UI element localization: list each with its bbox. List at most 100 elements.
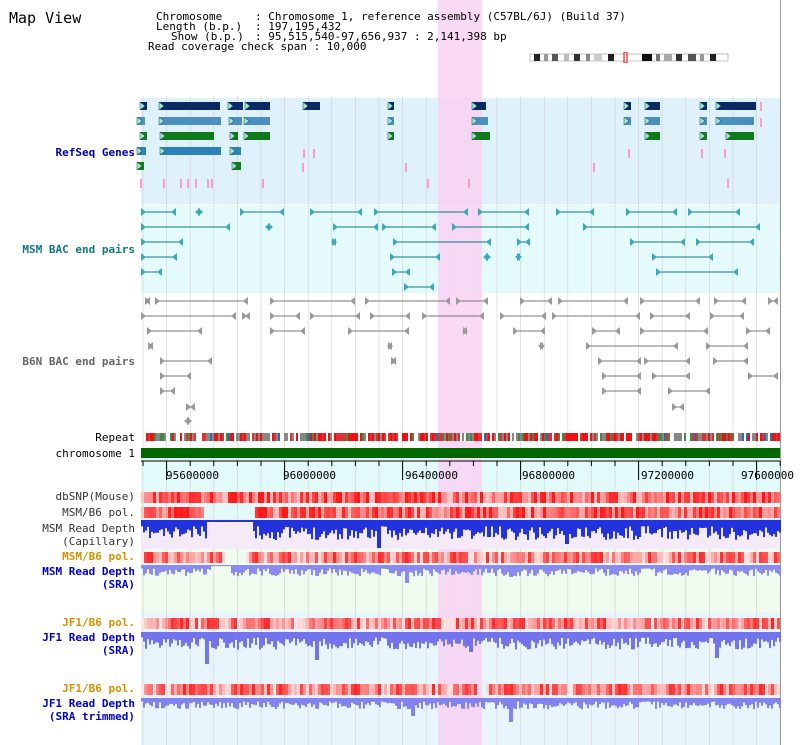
read-depth-bar — [669, 632, 671, 641]
read-depth-bar — [323, 698, 325, 706]
read-depth-bar — [221, 698, 223, 709]
read-depth-bar — [501, 632, 503, 644]
read-depth-bar — [599, 632, 601, 641]
chromosome-ideogram[interactable] — [528, 52, 730, 63]
polymorphism-cell — [612, 492, 615, 503]
read-depth-bar — [311, 698, 313, 707]
bac-end-marker — [431, 223, 436, 231]
read-depth-bar — [315, 565, 317, 576]
polymorphism-cell — [144, 507, 147, 518]
polymorphism-cell — [333, 507, 336, 518]
polymorphism-cell — [645, 552, 648, 563]
read-depth-bar — [743, 565, 745, 573]
polymorphism-cell — [777, 552, 780, 563]
gene-strand-arrow — [699, 101, 706, 111]
polymorphism-cell — [693, 492, 696, 503]
show-key: Show (b.p.) — [171, 30, 244, 43]
bac-end-marker — [445, 297, 450, 305]
repeat-element — [426, 433, 428, 441]
read-depth-bar — [291, 565, 293, 571]
repeat-element — [674, 433, 676, 441]
polymorphism-cell — [309, 492, 312, 503]
polymorphism-cell — [270, 684, 273, 695]
bac-end-marker — [483, 297, 488, 305]
polymorphism-cell — [630, 684, 633, 695]
polymorphism-cell — [765, 618, 768, 629]
read-depth-bar — [333, 698, 335, 703]
read-depth-bar — [601, 520, 603, 534]
read-depth-bar — [407, 632, 409, 644]
read-depth-bar — [631, 698, 633, 704]
polymorphism-cell — [390, 492, 393, 503]
read-depth-bar — [157, 565, 159, 576]
repeat-element — [440, 433, 442, 441]
read-depth-bar — [765, 520, 767, 528]
repeat-element — [390, 433, 392, 441]
repeat-element — [694, 433, 696, 441]
polymorphism-cell — [744, 507, 747, 518]
polymorphism-cell — [186, 618, 189, 629]
read-depth-bar — [421, 565, 423, 577]
polymorphism-cell — [237, 684, 240, 695]
read-depth-bar — [347, 698, 349, 709]
polymorphism-cell — [663, 492, 666, 503]
polymorphism-cell — [237, 492, 240, 503]
gene-marker — [163, 179, 165, 188]
read-depth-bar — [671, 632, 673, 647]
gene-marker — [207, 179, 209, 188]
bac-end-marker — [405, 268, 410, 276]
bac-end-marker — [270, 327, 275, 335]
bac-end-marker — [350, 297, 355, 305]
bac-end-marker — [231, 312, 236, 320]
read-depth-bar — [485, 520, 487, 527]
read-depth-bar — [679, 565, 681, 573]
polymorphism-cell — [336, 684, 339, 695]
read-depth-bar — [687, 520, 689, 540]
polymorphism-cell — [627, 684, 630, 695]
bac-end-marker — [141, 312, 146, 320]
polymorphism-cell — [306, 492, 309, 503]
read-depth-bar — [625, 565, 627, 571]
bac-end-marker — [652, 253, 657, 261]
polymorphism-cell — [168, 618, 171, 629]
read-depth-bar — [229, 632, 231, 644]
read-depth-bar — [615, 632, 617, 647]
read-depth-bar — [147, 698, 149, 703]
read-depth-bar — [541, 565, 543, 570]
read-depth-bar — [281, 520, 283, 534]
repeat-element — [290, 433, 292, 441]
polymorphism-cell — [630, 507, 633, 518]
read-depth-bar — [631, 520, 633, 531]
ideogram-position-marker[interactable] — [623, 52, 628, 63]
read-depth-bar — [495, 698, 497, 709]
polymorphism-cell — [357, 618, 360, 629]
read-depth-bar — [669, 565, 671, 575]
read-depth-bar — [291, 632, 293, 642]
read-depth-bar — [349, 632, 351, 639]
polymorphism-cell — [291, 618, 294, 629]
read-depth-bar — [547, 632, 549, 644]
polymorphism-cell — [414, 492, 417, 503]
read-depth-bar — [391, 565, 393, 574]
bac-end-marker — [520, 297, 525, 305]
read-depth-bar — [639, 565, 641, 573]
polymorphism-cell — [258, 552, 261, 563]
read-depth-bar — [191, 520, 193, 538]
polymorphism-cell — [144, 684, 147, 695]
read-depth-bar — [191, 565, 193, 574]
read-depth-bar — [773, 632, 775, 647]
read-depth-bar — [183, 632, 185, 646]
bac-end-marker — [240, 208, 245, 216]
polymorphism-cell — [582, 618, 585, 629]
polymorphism-cell — [282, 492, 285, 503]
read-depth-bar — [399, 565, 401, 577]
read-depth-bar — [279, 565, 281, 574]
read-depth-bar — [623, 565, 625, 574]
read-depth-bar — [653, 520, 655, 534]
label-msm-b6-pol-capillary: MSM/B6 pol. — [62, 506, 135, 519]
gene-strand-arrow — [387, 101, 394, 111]
polymorphism-cell — [504, 618, 507, 629]
polymorphism-cell — [552, 618, 555, 629]
polymorphism-cell — [579, 618, 582, 629]
